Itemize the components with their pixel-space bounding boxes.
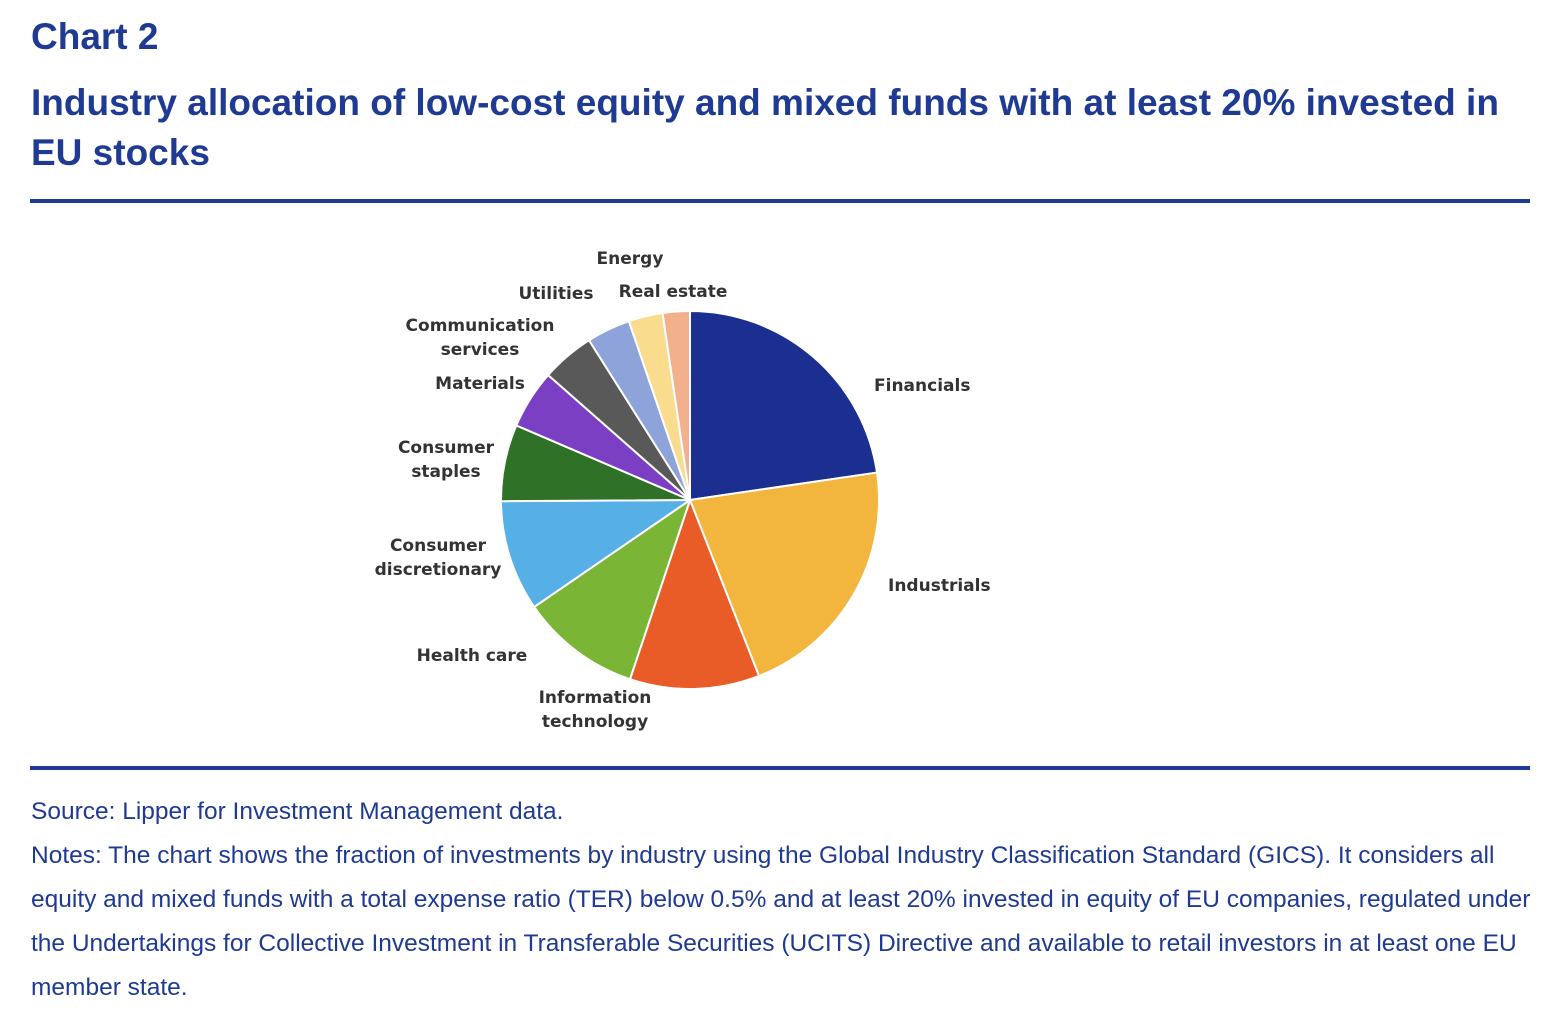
- pie-labels: Financials Industrials Information technolo…: [375, 249, 991, 732]
- slice-label-line: Consumer: [398, 438, 495, 458]
- slice-label-line: Energy: [597, 249, 664, 269]
- slice-label-consumer-discretionary: Consumer discretionary: [375, 536, 502, 580]
- slice-label-line: staples: [411, 462, 480, 482]
- slice-label-line: Real estate: [619, 282, 728, 302]
- slice-label-real-estate: Real estate: [619, 282, 728, 302]
- pie-slices: [499, 309, 880, 690]
- slice-label-line: Health care: [417, 646, 528, 666]
- chart-title: Industry allocation of low-cost equity a…: [31, 82, 1499, 173]
- slice-label-communication-services: Communication services: [406, 316, 555, 360]
- slice-label-line: services: [441, 340, 520, 360]
- pie-slice-financials: [689, 310, 878, 501]
- bottom-divider: [30, 766, 1530, 770]
- slice-label-energy: Energy: [597, 249, 664, 269]
- slice-label-health-care: Health care: [417, 646, 528, 666]
- source-note: Source: Lipper for Investment Management…: [31, 798, 564, 825]
- slice-label-industrials: Industrials: [888, 576, 991, 596]
- top-divider: [30, 199, 1530, 203]
- slice-label-line: Utilities: [518, 284, 593, 304]
- chart-footer: Source: Lipper for Investment Management…: [31, 790, 1536, 1010]
- slice-label-materials: Materials: [435, 374, 525, 394]
- pie-slice-consumer-discretionary: [500, 499, 691, 608]
- notes-text: Notes: The chart shows the fraction of i…: [31, 842, 1531, 1001]
- slice-label-line: Communication: [406, 316, 555, 336]
- slice-label-line: Consumer: [390, 536, 487, 556]
- pie-chart: Financials Industrials Information technolo…: [375, 249, 991, 732]
- slice-label-utilities: Utilities: [518, 284, 593, 304]
- slice-label-consumer-staples: Consumer staples: [398, 438, 495, 482]
- slice-label-line: Materials: [435, 374, 525, 394]
- slice-label-line: technology: [542, 712, 648, 732]
- chart-label: Chart 2: [31, 16, 159, 57]
- pie-slice-industrials: [689, 471, 880, 677]
- slice-label-information-technology: Information technology: [539, 688, 652, 732]
- pie-slice-information-technology: [629, 499, 760, 690]
- slice-label-line: Information: [539, 688, 652, 708]
- slice-label-line: Industrials: [888, 576, 991, 596]
- pie-slice-real-estate: [661, 309, 691, 501]
- pie-slice-health-care: [533, 499, 691, 681]
- slice-label-financials: Financials: [874, 376, 970, 396]
- slice-label-line: Financials: [874, 376, 970, 396]
- slice-label-line: discretionary: [375, 560, 502, 580]
